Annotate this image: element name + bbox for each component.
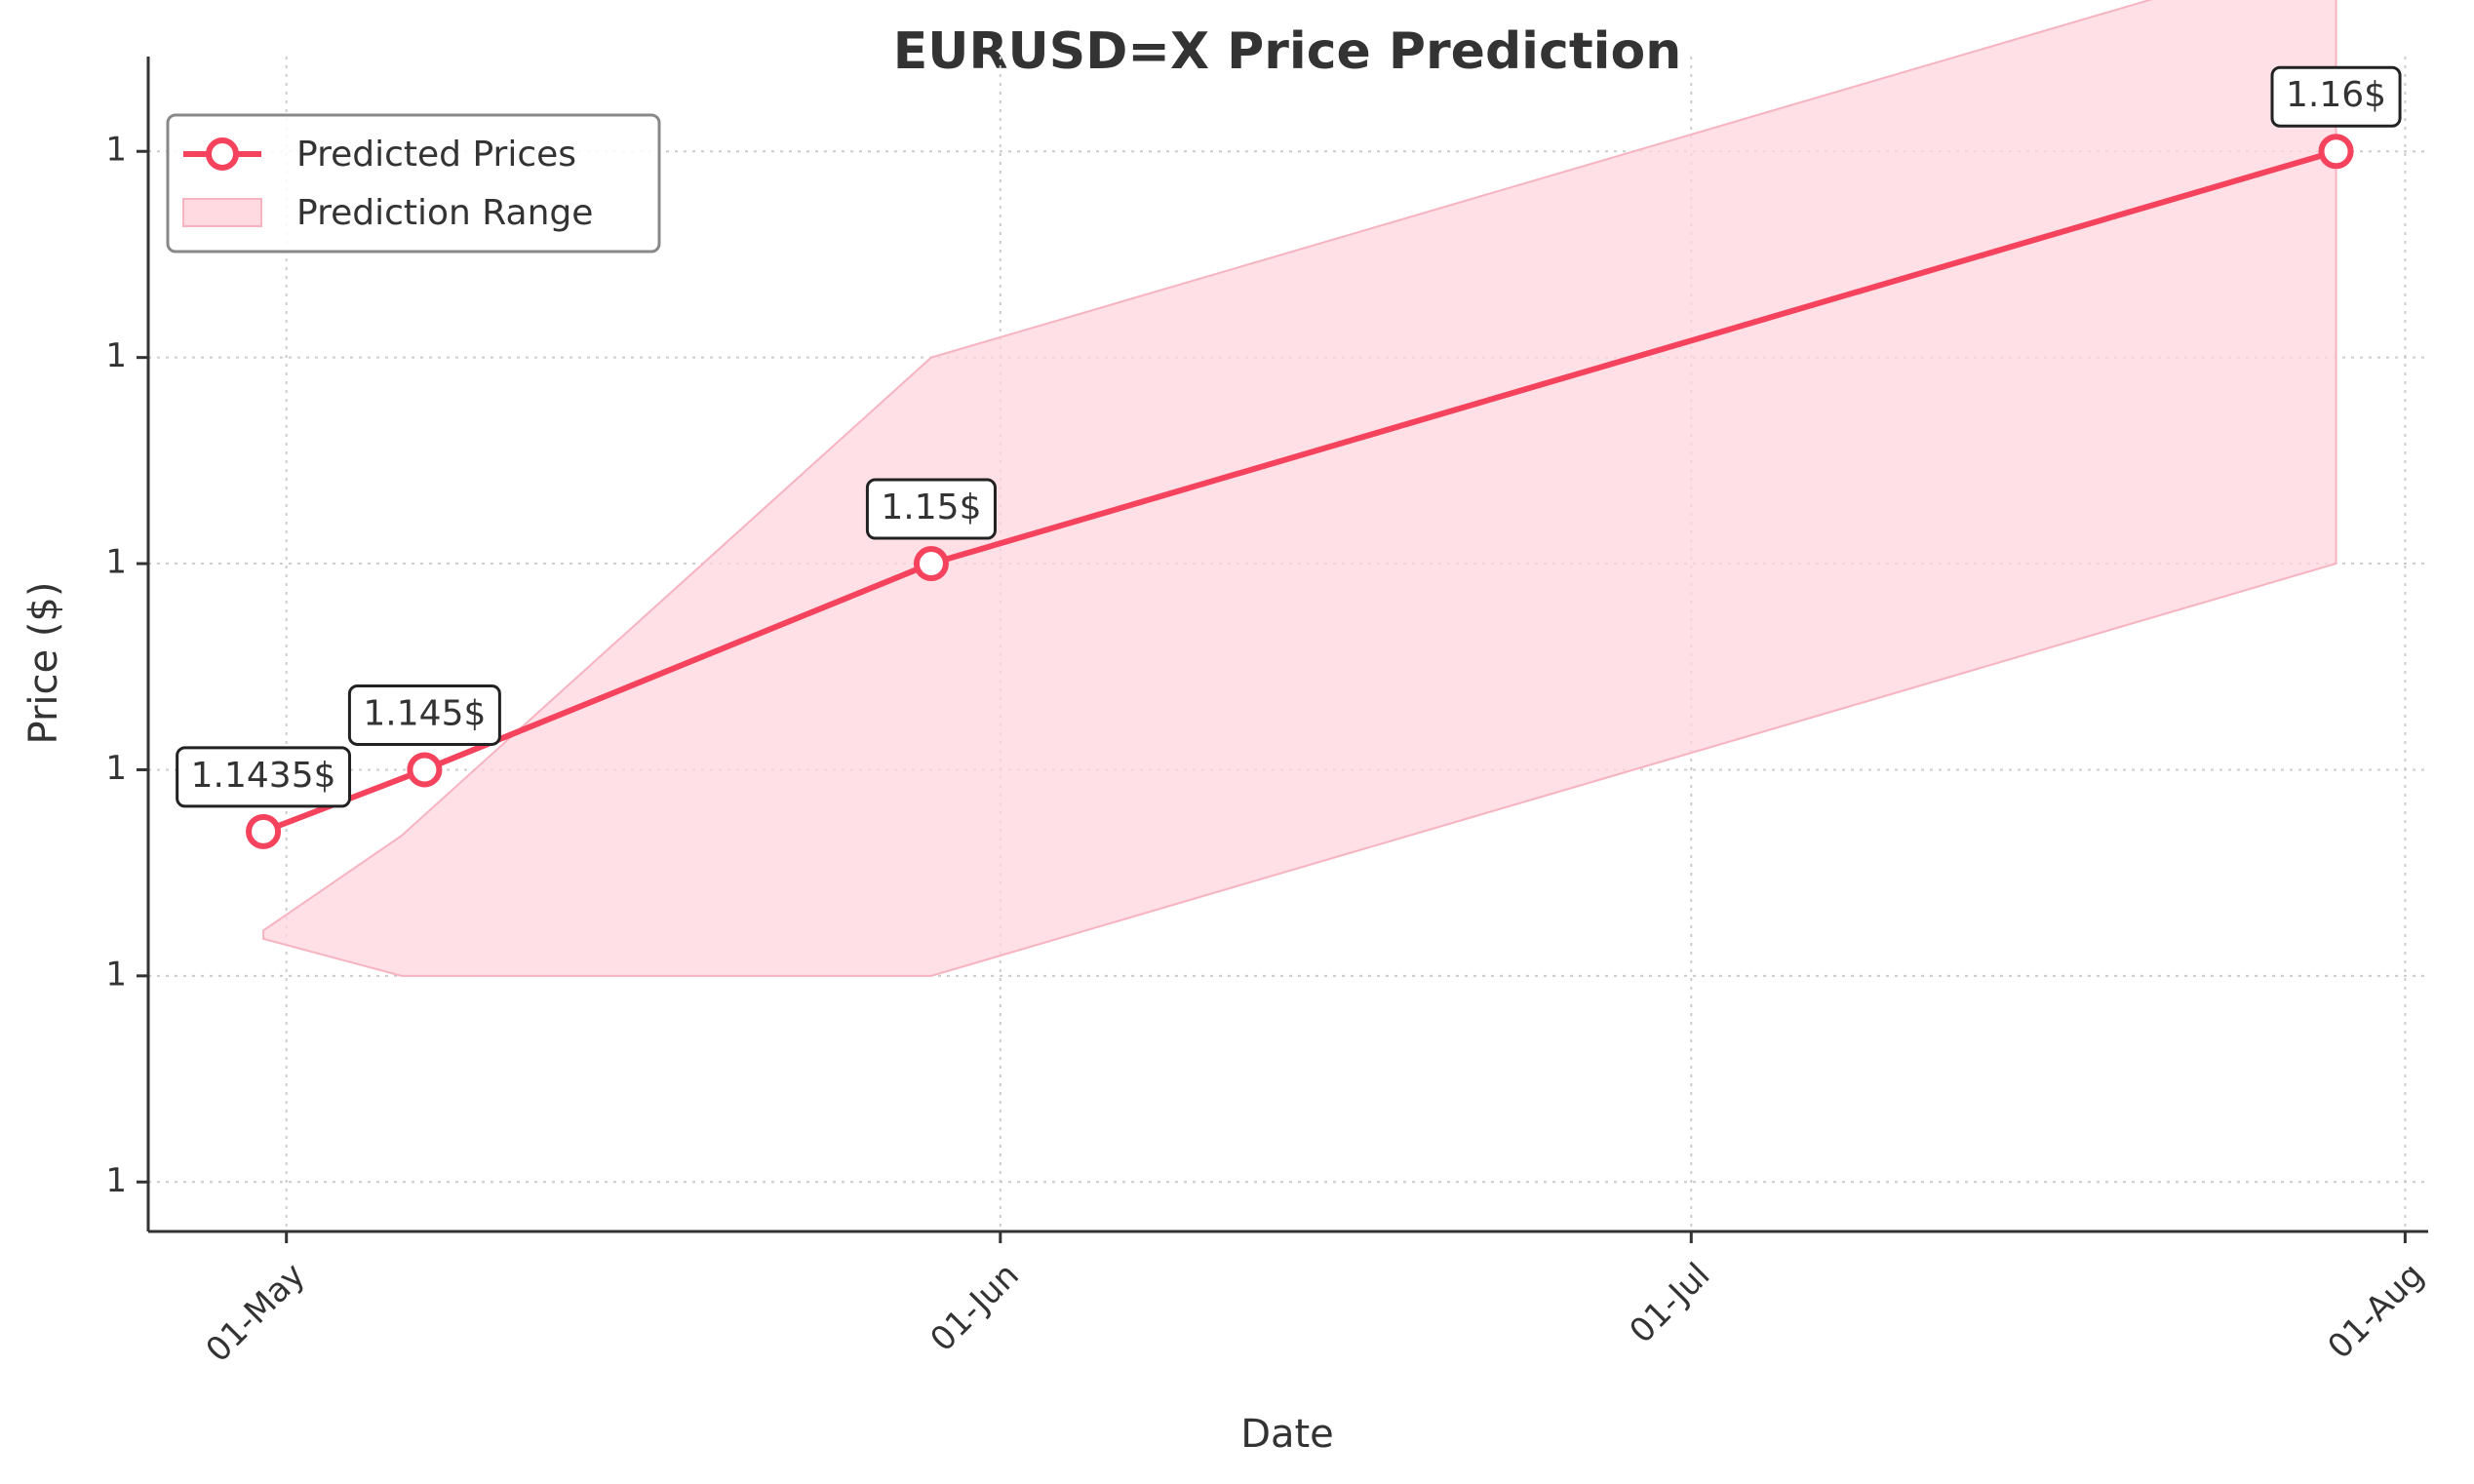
legend-marker-swatch	[206, 137, 239, 171]
y-tick-label: 1	[105, 1161, 127, 1200]
y-tick-label: 1	[105, 749, 127, 788]
predicted-price-point	[246, 813, 282, 849]
legend-band-swatch	[182, 198, 262, 227]
price-label-box	[176, 746, 352, 808]
prediction-range-band	[262, 0, 2337, 977]
price-label: 1.15$	[865, 478, 997, 540]
legend-frame	[166, 113, 661, 254]
price-label: 1.145$	[347, 683, 501, 746]
predicted-price-point	[913, 546, 949, 582]
predicted-price-point	[2318, 134, 2354, 170]
price-label: 1.16$	[2270, 65, 2402, 128]
price-label-text: 1.1435$	[191, 756, 336, 796]
legend-label-range: Prediction Range	[296, 193, 593, 233]
y-tick-label: 1	[105, 543, 127, 582]
price-label-text: 1.15$	[881, 488, 981, 527]
price-label-text: 1.16$	[2286, 75, 2386, 115]
legend: Predicted Prices Prediction Range	[166, 113, 661, 254]
y-axis-title: Price ($)	[21, 582, 66, 745]
price-label-box	[865, 478, 997, 540]
legend-label-predicted: Predicted Prices	[296, 135, 576, 175]
price-label-box	[347, 683, 501, 746]
annotations-group: 1.1435$ 1.145$ 1.15$ 1.16$	[176, 65, 2402, 808]
price-label: 1.1435$	[176, 746, 352, 808]
chart-title: EURUSD=X Price Prediction	[893, 22, 1682, 81]
prediction-range-band-group	[262, 0, 2337, 977]
y-tick-label: 1	[105, 131, 127, 170]
price-label-box	[2270, 65, 2402, 128]
x-axis-title: Date	[1240, 1412, 1334, 1457]
y-tick-label: 1	[105, 955, 127, 994]
price-label-text: 1.145$	[363, 693, 486, 733]
predicted-price-point	[407, 752, 443, 788]
y-tick-label: 1	[105, 336, 127, 375]
